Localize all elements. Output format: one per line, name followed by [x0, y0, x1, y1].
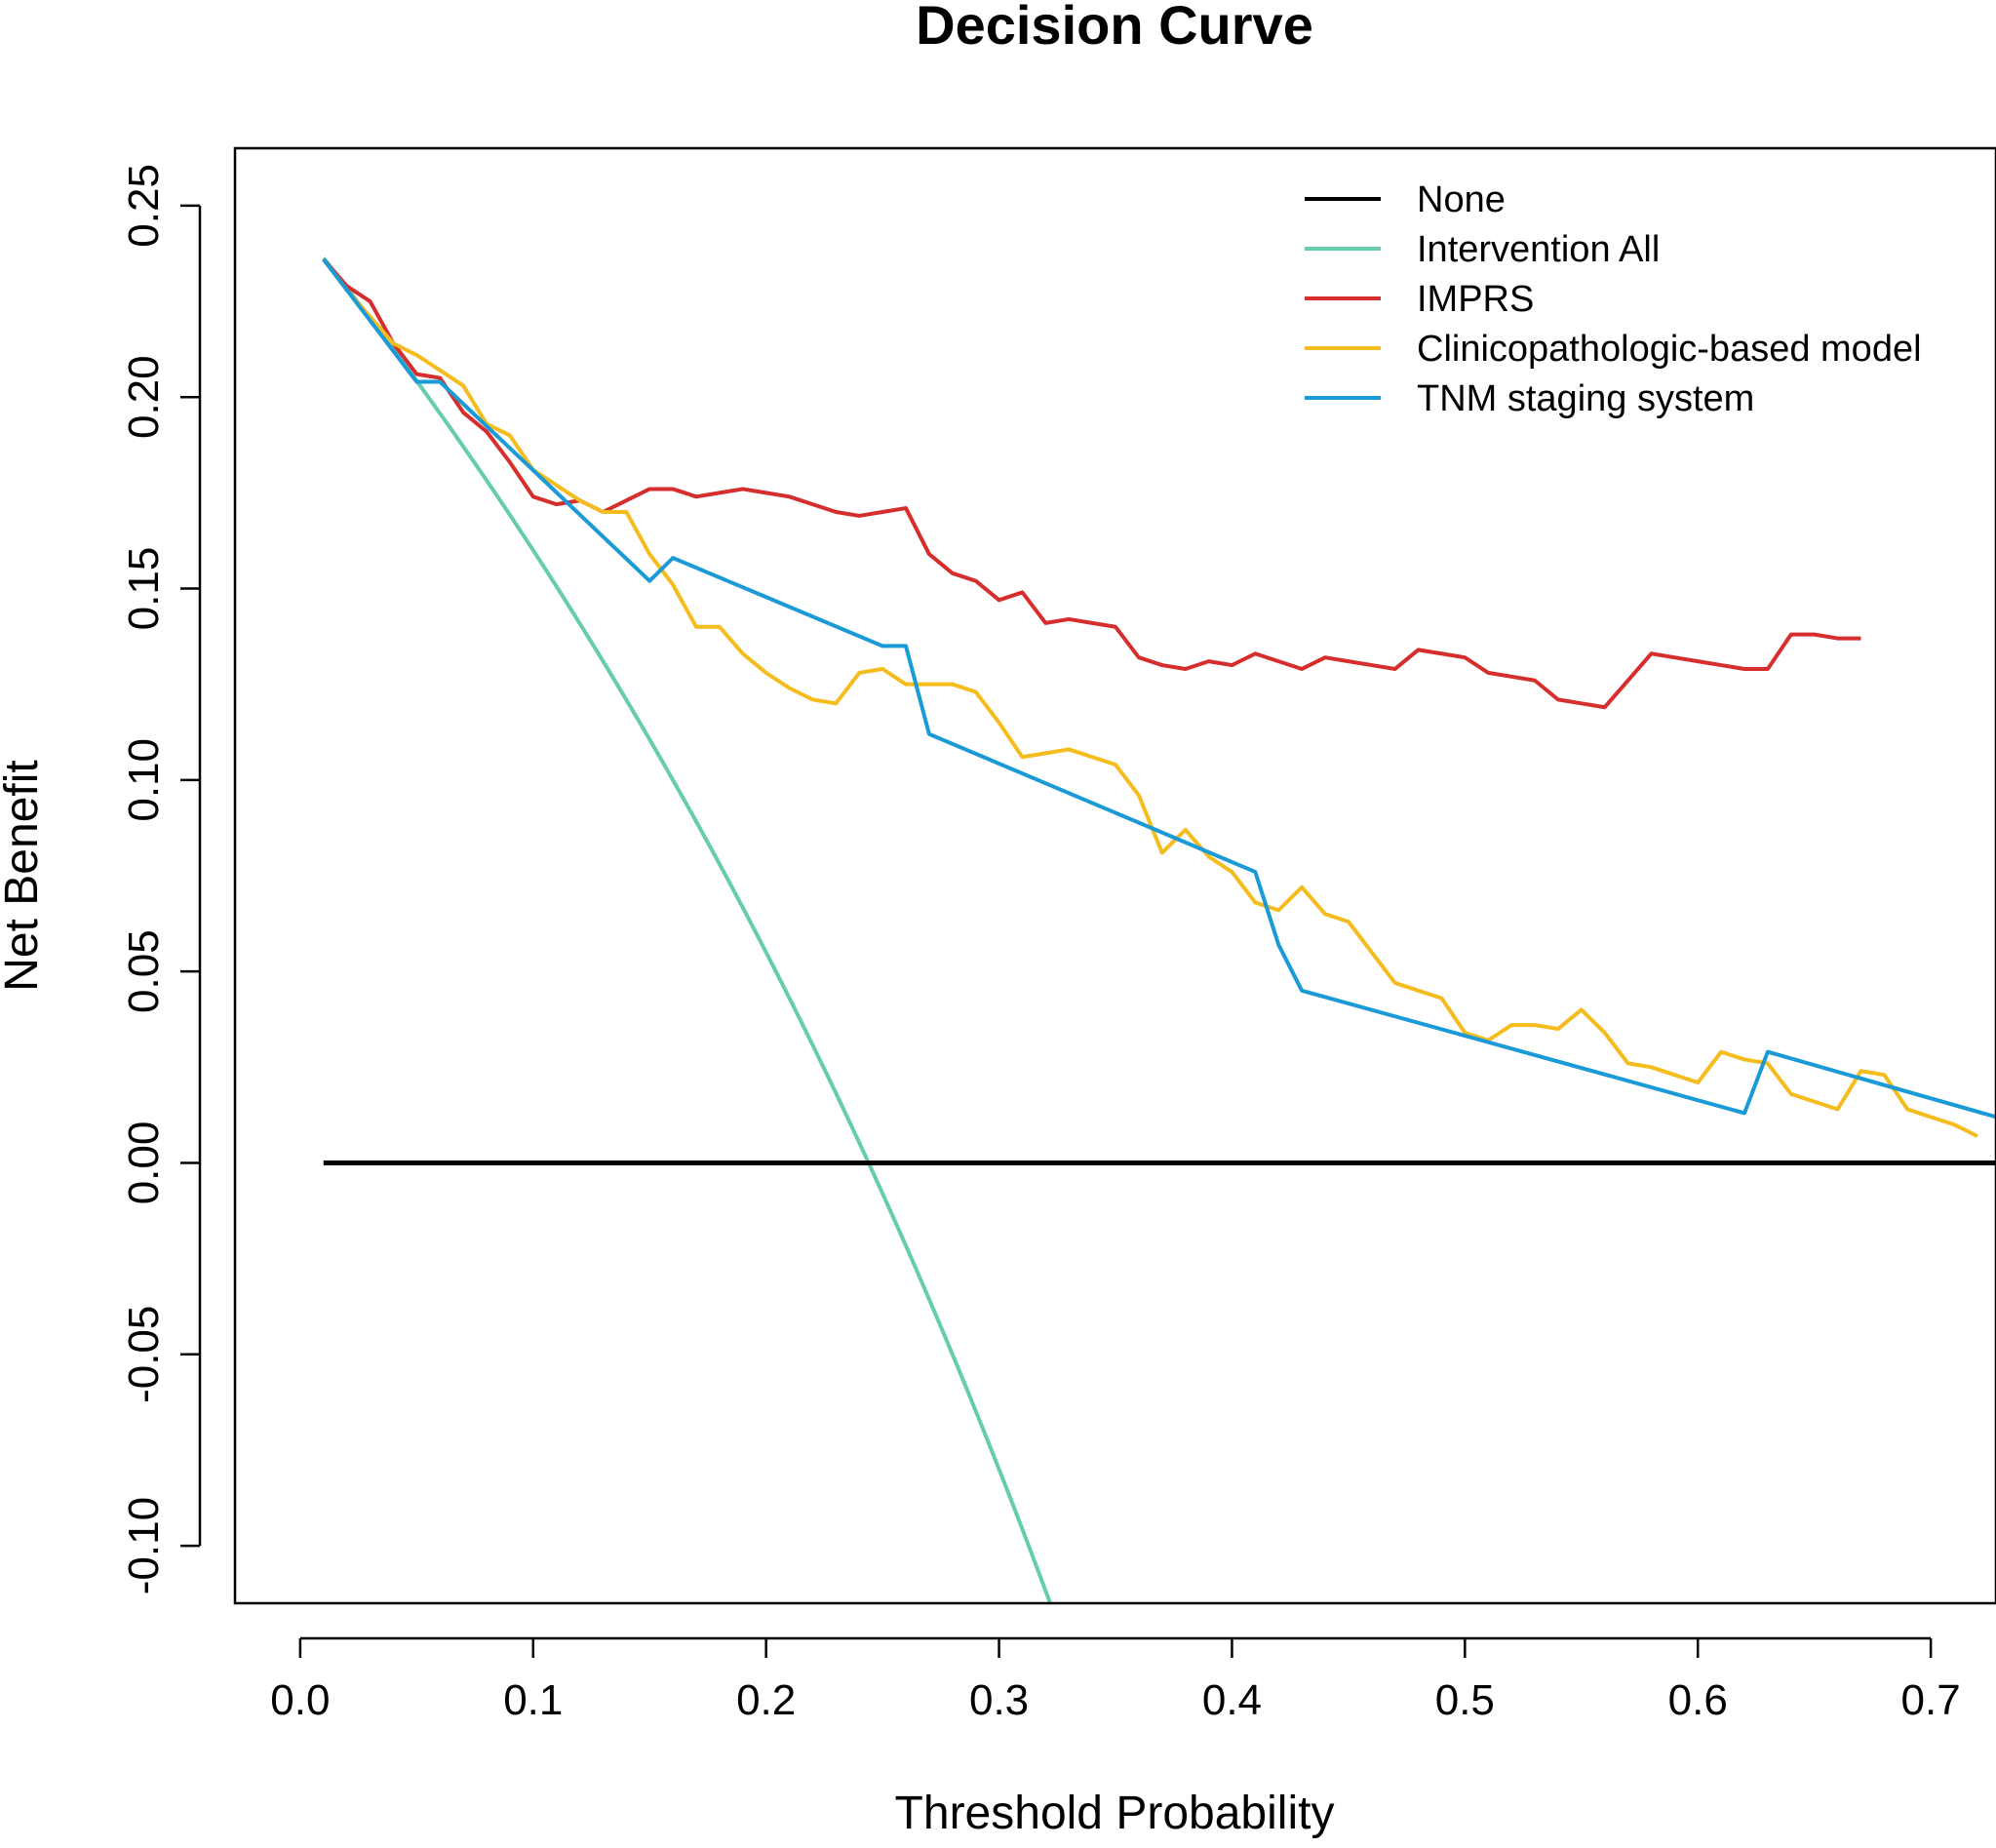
- x-tick-label: 0.3: [969, 1676, 1029, 1724]
- series-line-tnm-staging-system: [322, 257, 1996, 1120]
- y-tick-label: 0.20: [120, 355, 168, 439]
- x-tick-label: 0.7: [1901, 1676, 1961, 1724]
- x-tick-label: 0.0: [270, 1676, 330, 1724]
- y-axis: -0.10 -0.05 0.00 0.05 0.10 0.15 0.20 0.25: [120, 164, 202, 1594]
- series-line-clinicopathologic-based-model: [322, 257, 1978, 1138]
- series-layer: [322, 256, 1996, 1603]
- x-tick-label: 0.1: [503, 1676, 563, 1724]
- y-tick-label: 0.05: [120, 929, 168, 1013]
- y-tick-label: 0.00: [120, 1121, 168, 1205]
- x-tick-label: 0.6: [1668, 1676, 1728, 1724]
- chart-title: Decision Curve: [916, 0, 1313, 56]
- series-line-intervention-all: [322, 256, 1052, 1603]
- x-axis: 0.0 0.1 0.2 0.3 0.4 0.5 0.6 0.7: [270, 1636, 1961, 1724]
- y-tick-label: 0.10: [120, 738, 168, 822]
- y-tick-label: 0.25: [120, 164, 168, 248]
- x-axis-label: Threshold Probability: [895, 1788, 1335, 1839]
- y-axis-label: Net Benefit: [0, 760, 48, 991]
- legend-label-clinicopathologic-based-model: Clinicopathologic-based model: [1417, 329, 1922, 370]
- legend-label-intervention-all: Intervention All: [1417, 229, 1660, 270]
- x-tick-label: 0.5: [1435, 1676, 1495, 1724]
- x-tick-label: 0.2: [736, 1676, 796, 1724]
- y-tick-label: -0.05: [120, 1306, 168, 1403]
- legend: None Intervention All IMPRS Clinicopatholog…: [1305, 179, 1922, 419]
- y-tick-label: 0.15: [120, 547, 168, 631]
- plot-area-frame: [233, 146, 1996, 1605]
- x-tick-label: 0.4: [1202, 1676, 1262, 1724]
- y-tick-label: -0.10: [120, 1497, 168, 1594]
- legend-label-none: None: [1417, 179, 1506, 220]
- legend-label-imprs: IMPRS: [1417, 279, 1534, 320]
- legend-label-tnm-staging-system: TNM staging system: [1417, 378, 1754, 419]
